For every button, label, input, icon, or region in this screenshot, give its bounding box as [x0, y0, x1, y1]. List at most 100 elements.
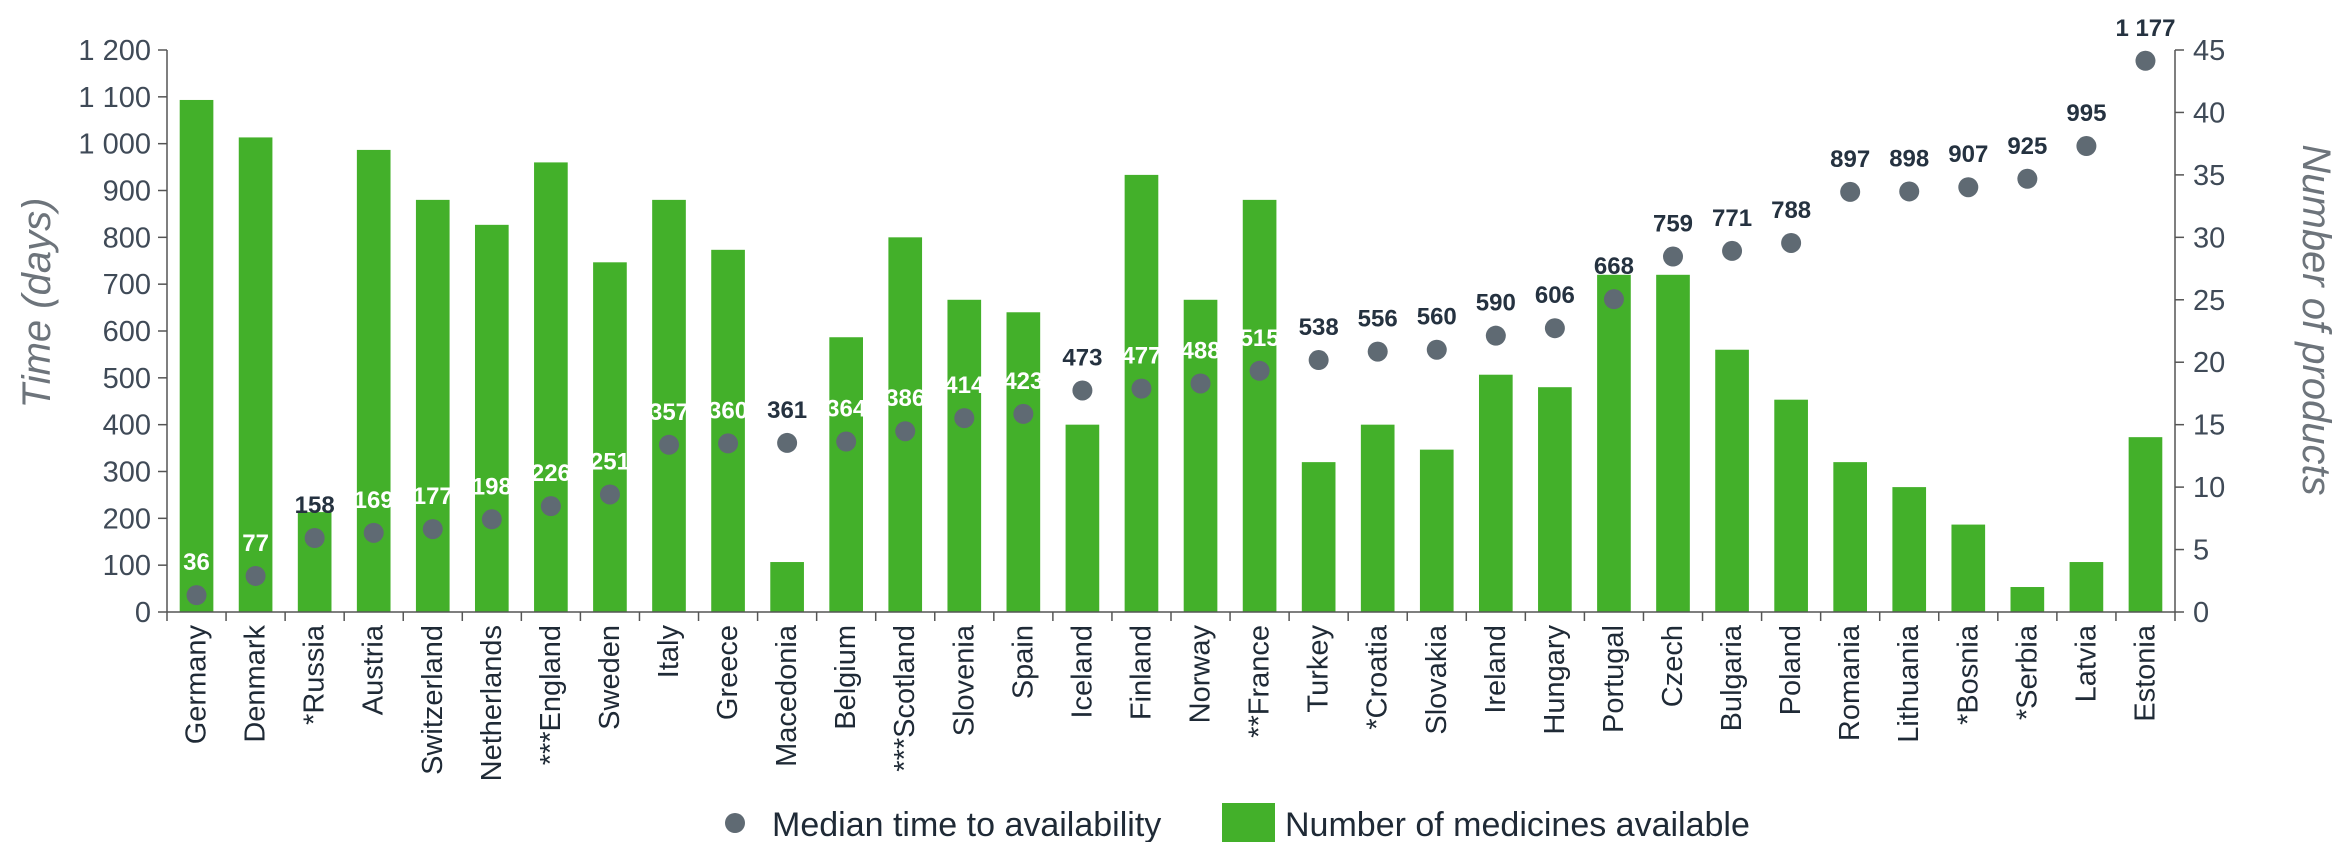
y2-tick-label: 30: [2193, 222, 2225, 254]
point-label-1: 77: [242, 530, 269, 557]
point-label-6: 226: [531, 460, 571, 487]
point-30: [1958, 177, 1979, 198]
y-tick-label: 0: [135, 597, 151, 629]
y-tick-label: 900: [103, 176, 151, 208]
y2-tick-label: 45: [2193, 35, 2225, 67]
category-label-12: ***Scotland: [889, 625, 921, 772]
point-23: [1544, 318, 1565, 339]
category-label-32: Latvia: [2070, 624, 2102, 702]
category-label-25: Czech: [1657, 625, 1689, 707]
point-26: [1722, 240, 1743, 261]
point-label-18: 515: [1240, 325, 1280, 352]
y-tick-label: 1 100: [78, 82, 151, 114]
bar-2: [297, 512, 332, 612]
y-tick-label: 400: [103, 410, 151, 442]
legend: Median time to availability Number of me…: [725, 803, 1750, 842]
bar-32: [2069, 562, 2104, 612]
bar-9: [711, 249, 745, 612]
point-label-28: 897: [1830, 146, 1870, 173]
y-tick-label: 300: [103, 457, 151, 489]
category-label-17: Norway: [1185, 625, 1217, 724]
category-label-14: Spain: [1007, 625, 1039, 699]
bar-7: [593, 262, 627, 612]
legend-bar-swatch: [1222, 803, 1275, 842]
bar-19: [1301, 462, 1336, 612]
point-label-13: 414: [944, 372, 985, 399]
category-label-4: Switzerland: [417, 625, 449, 775]
y-tick-label: 1 200: [78, 35, 151, 67]
point-5: [481, 509, 502, 530]
category-label-11: Belgium: [830, 625, 862, 730]
point-label-27: 788: [1771, 197, 1811, 224]
point-label-12: 386: [885, 385, 925, 412]
point-label-33: 1 177: [2115, 15, 2175, 42]
y-axis-title: Time (days): [15, 198, 59, 409]
point-label-11: 364: [826, 396, 867, 423]
bar-20: [1360, 424, 1395, 612]
point-14: [1013, 403, 1034, 424]
y-tick-label: 500: [103, 363, 151, 395]
point-15: [1072, 380, 1093, 401]
bar-18: [1242, 199, 1277, 612]
point-2: [304, 528, 325, 548]
point-label-2: 158: [295, 492, 335, 519]
labels-layer: 36 77 158 169 177 198 226 251 357 360 361 364 386 414…: [183, 15, 2175, 576]
bar-10: [770, 562, 804, 612]
bar-33: [2128, 437, 2163, 612]
category-label-8: Italy: [653, 625, 685, 679]
bar-26: [1715, 349, 1749, 612]
point-label-9: 360: [708, 397, 748, 424]
point-21: [1426, 339, 1447, 360]
point-label-15: 473: [1062, 344, 1102, 371]
point-label-0: 36: [183, 549, 210, 576]
point-8: [659, 434, 679, 455]
bar-23: [1538, 387, 1572, 612]
category-labels: Germany Denmark *Russia Austria Switzerland N…: [181, 624, 2162, 781]
point-label-31: 925: [2007, 133, 2047, 160]
point-13: [954, 408, 975, 429]
point-32: [2076, 136, 2097, 157]
legend-label-median-time: Median time to availability: [772, 806, 1161, 842]
category-label-33: Estonia: [2129, 624, 2161, 722]
point-16: [1131, 378, 1152, 399]
point-label-20: 556: [1358, 306, 1398, 333]
point-label-16: 477: [1121, 343, 1161, 370]
bar-0: [179, 99, 214, 612]
point-29: [1899, 181, 1920, 202]
category-label-22: Ireland: [1480, 625, 1512, 714]
point-3: [363, 522, 384, 543]
y2-axis-title: Number of products: [2294, 144, 2338, 495]
bar-31: [2010, 587, 2045, 612]
point-label-23: 606: [1535, 282, 1575, 309]
point-22: [1485, 325, 1506, 346]
legend-point-marker: [725, 813, 745, 833]
point-0: [186, 585, 207, 606]
category-label-26: Bulgaria: [1716, 624, 1748, 731]
point-label-17: 488: [1181, 337, 1221, 364]
category-label-18: **France: [1244, 625, 1276, 738]
point-25: [1663, 246, 1683, 267]
category-label-20: *Croatia: [1362, 624, 1394, 730]
category-label-21: Slovakia: [1421, 624, 1453, 734]
bars-layer: [179, 99, 2163, 613]
bar-11: [829, 337, 863, 612]
point-label-7: 251: [590, 448, 630, 475]
point-1: [245, 565, 266, 586]
point-label-30: 907: [1948, 141, 1988, 168]
category-label-1: Denmark: [240, 625, 272, 743]
point-label-5: 198: [472, 473, 512, 500]
y-tick-label: 800: [103, 222, 151, 254]
bar-14: [1006, 312, 1041, 612]
point-label-25: 759: [1653, 211, 1693, 238]
category-label-19: Turkey: [1303, 625, 1335, 713]
category-label-6: ***England: [535, 625, 567, 765]
category-label-13: Slovenia: [948, 624, 980, 736]
category-label-3: Austria: [358, 624, 390, 715]
point-28: [1840, 181, 1861, 202]
category-label-5: Netherlands: [476, 625, 508, 781]
category-label-15: Iceland: [1066, 625, 1098, 719]
point-33: [2135, 50, 2156, 71]
bar-13: [947, 299, 982, 612]
y-tick-label: 1 000: [78, 129, 151, 161]
